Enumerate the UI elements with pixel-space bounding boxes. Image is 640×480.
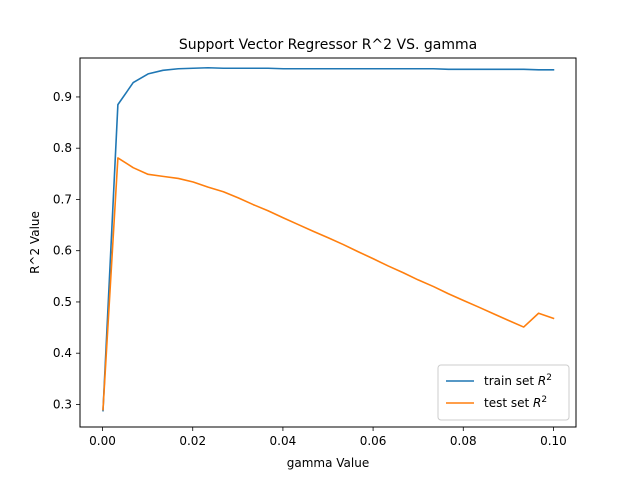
y-axis-label: R^2 Value (28, 211, 42, 274)
legend-label-train: train set R2 (484, 373, 552, 388)
y-tick-label: 0.3 (53, 397, 72, 411)
plot-frame (79, 57, 577, 428)
x-tick-label: 0.08 (450, 434, 477, 448)
y-tick-label: 0.6 (53, 244, 72, 258)
legend-box (437, 364, 570, 421)
y-tick-label: 0.7 (53, 192, 72, 206)
y-axis: 0.3 0.4 0.5 0.6 0.7 0.8 0.9 (53, 90, 80, 411)
x-tick-label: 0.00 (89, 434, 116, 448)
x-axis: 0.00 0.02 0.04 0.06 0.08 0.10 (89, 427, 567, 448)
chart-title: Support Vector Regressor R^2 VS. gamma (179, 37, 477, 53)
y-tick-label: 0.8 (53, 141, 72, 155)
x-tick-label: 0.10 (540, 434, 567, 448)
x-tick-label: 0.06 (360, 434, 387, 448)
legend: train set R2 test set R2 (437, 364, 570, 421)
x-axis-label: gamma Value (287, 456, 369, 470)
series-line-train (102, 66, 555, 412)
series-line-test (102, 157, 555, 411)
x-tick-label: 0.02 (179, 434, 206, 448)
y-tick-label: 0.5 (53, 295, 72, 309)
series-layer (102, 66, 555, 412)
legend-label-test: test set R2 (484, 395, 547, 410)
y-tick-label: 0.4 (53, 346, 72, 360)
y-tick-label: 0.9 (53, 90, 72, 104)
x-tick-label: 0.04 (270, 434, 297, 448)
